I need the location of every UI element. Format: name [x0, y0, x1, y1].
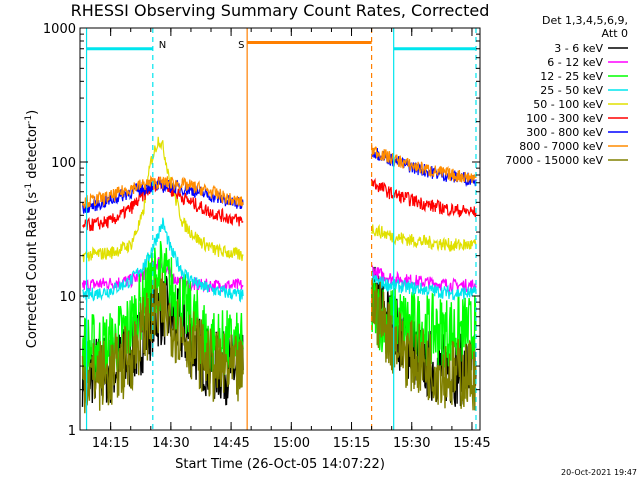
- legend-header-line2: Att 0: [602, 27, 628, 40]
- legend-label-4: 50 - 100 keV: [533, 98, 603, 111]
- x-tick-label-4: 15:15: [333, 436, 370, 451]
- series-4: [81, 136, 477, 263]
- legend-label-8: 7000 - 15000 keV: [505, 154, 603, 167]
- series-3: [82, 217, 477, 303]
- marker-label-4: S: [238, 40, 244, 51]
- series-layer: [81, 136, 477, 414]
- series-line-8-0: [81, 272, 244, 414]
- y-axis-label-part: detector: [25, 123, 40, 183]
- footer-timestamp: 20-Oct-2021 19:47: [561, 468, 637, 477]
- series-line-4-1: [371, 223, 477, 253]
- legend-label-7: 800 - 7000 keV: [519, 140, 603, 153]
- series-8: [81, 272, 477, 414]
- series-line-8-1: [370, 278, 477, 411]
- legend-label-0: 3 - 6 keV: [554, 42, 603, 55]
- plot-frame: [79, 27, 481, 431]
- series-line-7-1: [371, 142, 477, 184]
- series-line-3-0: [82, 217, 244, 303]
- y-axis-label: Corrected Count Rate (s-1 detector-1): [24, 110, 40, 348]
- series-line-3-1: [371, 270, 477, 301]
- series-line-5-1: [371, 177, 477, 218]
- y-axis-label-superscript: -1: [24, 115, 34, 124]
- series-line-7-0: [81, 175, 244, 210]
- y-axis-label-part: Corrected Count Rate (s: [25, 192, 40, 349]
- series-line-4-0: [81, 136, 244, 263]
- y-axis-label-part: ): [25, 110, 40, 115]
- marker-label-1: N: [159, 40, 166, 51]
- y-tick-label-1: 10: [59, 290, 76, 305]
- series-7: [81, 142, 477, 210]
- y-axis-label-superscript: -1: [24, 183, 34, 192]
- y-axis-label-text: Corrected Count Rate (s-1 detector-1): [24, 110, 40, 348]
- y-tick-label-2: 100: [51, 156, 76, 171]
- x-axis-label: Start Time (26-Oct-05 14:07:22): [175, 457, 385, 472]
- x-tick-label-6: 15:45: [453, 436, 490, 451]
- chart-title: RHESSI Observing Summary Count Rates, Co…: [71, 1, 490, 20]
- x-tick-label-2: 14:45: [212, 436, 249, 451]
- legend-header-line1: Det 1,3,4,5,6,9,: [542, 14, 628, 27]
- legend-label-5: 100 - 300 keV: [526, 112, 603, 125]
- legend-label-2: 12 - 25 keV: [540, 70, 603, 83]
- x-tick-label-5: 15:30: [393, 436, 430, 451]
- axes-layer: 1 10 100 1000 14:15 14:30 14:45 15:00 15:15 15:30…: [43, 22, 491, 451]
- legend-label-6: 300 - 800 keV: [526, 126, 603, 139]
- x-tick-label-3: 15:00: [273, 436, 310, 451]
- legend-label-3: 25 - 50 keV: [540, 84, 603, 97]
- x-tick-label-0: 14:15: [92, 436, 129, 451]
- y-tick-label-0: 1: [68, 424, 76, 439]
- legend-label-1: 6 - 12 keV: [547, 56, 603, 69]
- y-tick-label-3: 1000: [43, 22, 76, 37]
- x-tick-label-1: 14:30: [152, 436, 189, 451]
- series-line-1-1: [371, 264, 477, 294]
